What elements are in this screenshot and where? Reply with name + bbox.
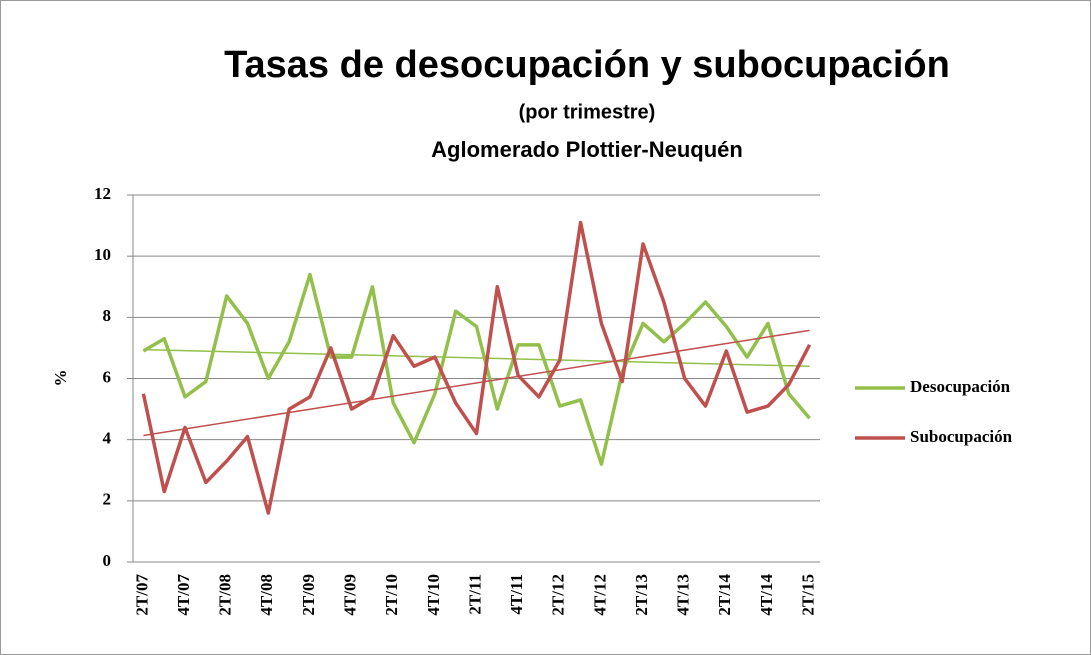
x-tick-label: 2T/11	[465, 574, 484, 615]
x-tick-label: 4T/09	[340, 574, 359, 616]
x-tick-label: 4T/10	[424, 574, 443, 616]
x-tick-label: 4T/14	[757, 574, 776, 616]
x-tick-label: 2T/13	[632, 574, 651, 616]
x-tick-label: 4T/13	[674, 574, 693, 616]
x-tick-label: 2T/08	[216, 574, 235, 616]
x-tick-label: 2T/09	[299, 574, 318, 616]
series-line	[141, 220, 812, 515]
x-tick-label: 2T/15	[798, 574, 817, 616]
chart-title: Tasas de desocupación y subocupación	[224, 44, 950, 86]
y-tick-label: 10	[94, 245, 111, 264]
y-tick-label: 8	[103, 306, 112, 325]
x-tick-label: 4T/08	[257, 574, 276, 616]
x-tick-label: 4T/07	[174, 574, 193, 616]
chart-subtitle: (por trimestre)	[519, 101, 656, 123]
y-tick-label: 4	[103, 429, 112, 448]
x-tick-label: 2T/14	[715, 574, 734, 616]
x-tick-label: 4T/11	[507, 574, 526, 615]
chart-subtitle: Aglomerado Plottier-Neuquén	[431, 137, 743, 162]
y-tick-label: 6	[103, 367, 112, 386]
x-tick-label: 2T/07	[132, 574, 151, 616]
y-tick-label: 12	[94, 184, 111, 203]
legend-label: Subocupación	[910, 427, 1013, 446]
trendline	[143, 348, 810, 368]
x-tick-label: 2T/12	[549, 574, 568, 616]
legend-label: Desocupación	[910, 377, 1011, 396]
x-tick-label: 2T/10	[382, 574, 401, 616]
y-tick-label: 0	[103, 551, 112, 570]
trendline	[143, 329, 810, 437]
y-tick-label: 2	[103, 490, 112, 509]
y-axis-label: %	[51, 370, 70, 387]
x-tick-label: 4T/12	[590, 574, 609, 616]
series-line	[142, 272, 811, 466]
